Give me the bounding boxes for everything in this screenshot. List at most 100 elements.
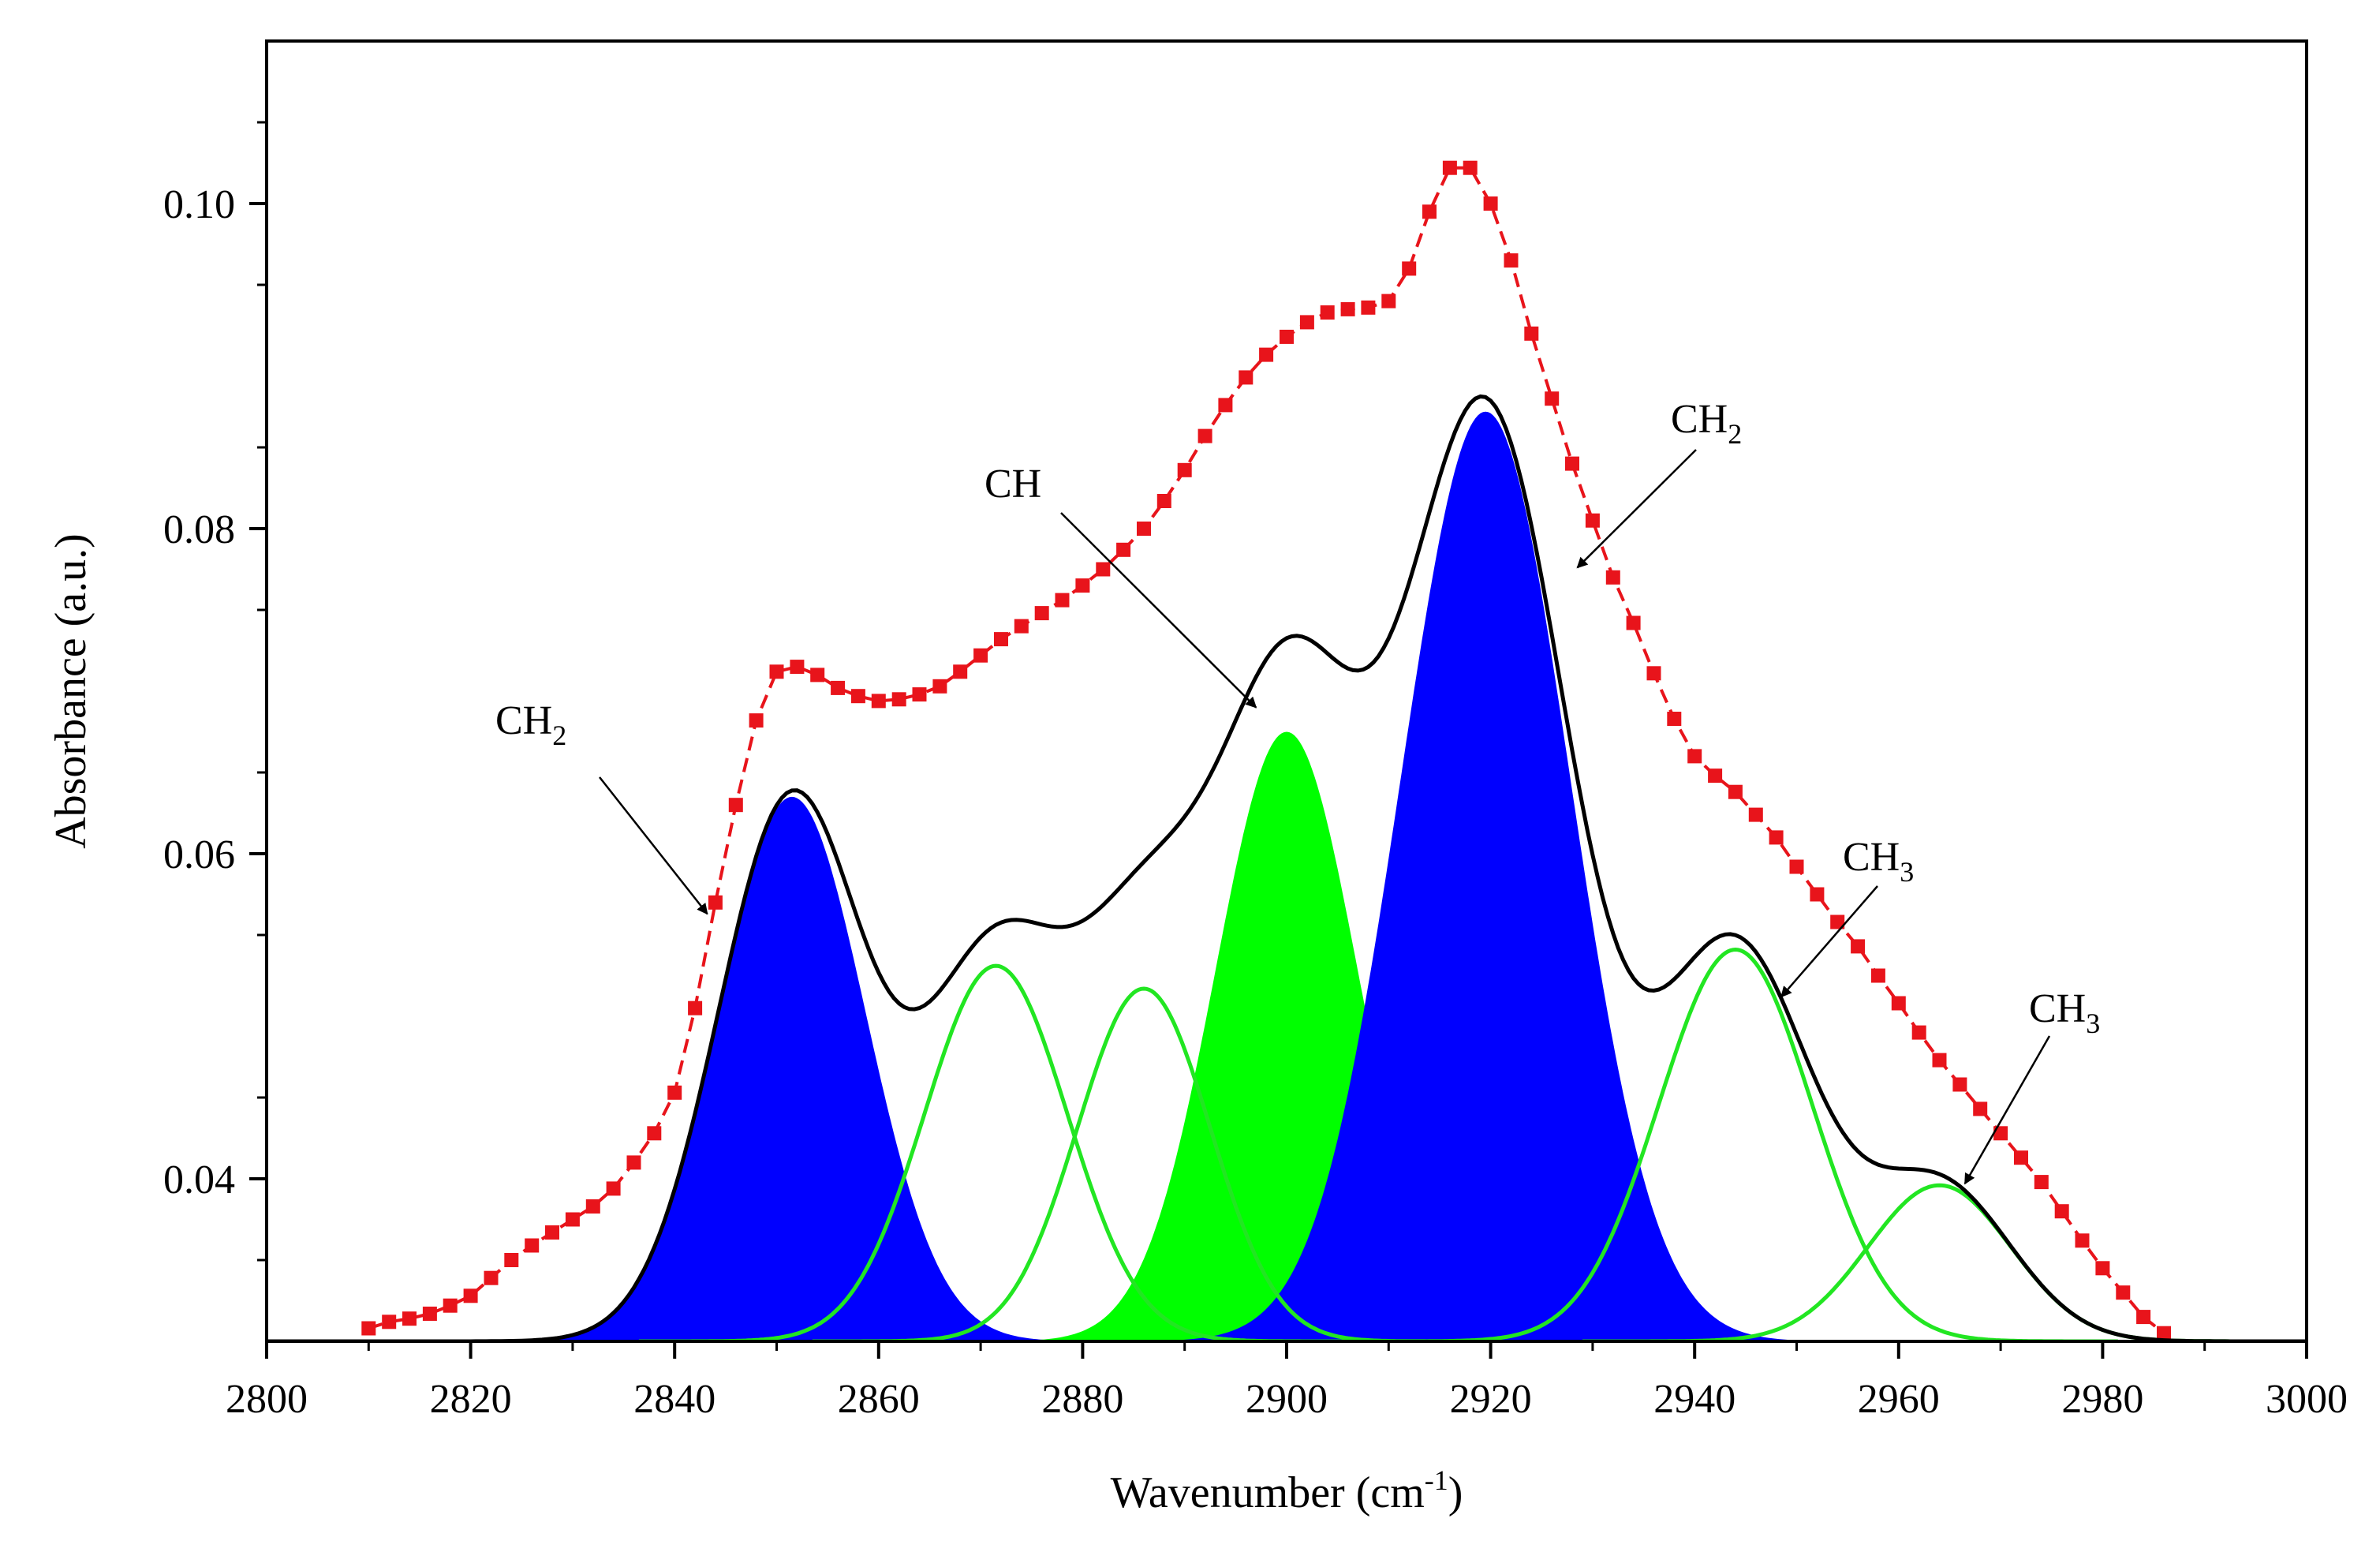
measured-point <box>1177 462 1192 477</box>
measured-point <box>769 664 784 679</box>
measured-point <box>2075 1233 2090 1248</box>
x-tick-label: 2820 <box>430 1377 512 1422</box>
y-tick-label: 0.08 <box>163 507 235 552</box>
measured-point <box>1442 160 1457 175</box>
measured-point <box>1218 398 1233 413</box>
measured-point <box>728 798 743 813</box>
measured-point <box>1137 522 1151 536</box>
measured-point <box>484 1270 499 1285</box>
measured-point <box>1280 329 1294 344</box>
component-peak-fill-4 <box>929 731 1644 1341</box>
measured-point <box>831 680 846 695</box>
measured-point <box>504 1253 519 1267</box>
measured-point <box>1361 300 1376 315</box>
measured-point <box>1197 428 1212 443</box>
measured-point <box>565 1212 580 1227</box>
measured-point <box>953 664 968 679</box>
measured-point <box>402 1311 417 1326</box>
y-tick-label: 0.04 <box>163 1157 235 1202</box>
measured-point <box>606 1181 621 1196</box>
measured-point <box>1340 301 1355 316</box>
x-axis-ticks: 2800 2820 2840 2860 2880 2900 2920 2940 2960 2980… <box>226 1341 2348 1422</box>
measured-point <box>1769 830 1784 845</box>
measured-point <box>1504 253 1519 268</box>
measured-point <box>973 648 988 663</box>
x-tick-label: 3000 <box>2266 1377 2348 1422</box>
measured-point <box>1034 606 1049 621</box>
measured-point <box>1014 619 1029 634</box>
measured-point <box>1810 887 1825 902</box>
measured-point <box>2095 1261 2110 1276</box>
measured-point <box>1483 196 1498 211</box>
measured-point <box>525 1238 540 1253</box>
measured-point <box>1239 370 1254 385</box>
annotation-arrow <box>1963 1035 2051 1185</box>
annotation-label: CH3 <box>1843 835 1914 888</box>
y-axis-ticks: 0.04 0.06 0.08 0.10 <box>163 121 267 1262</box>
measured-point <box>1320 305 1335 320</box>
measured-point <box>1748 807 1763 822</box>
measured-point <box>1870 968 1885 983</box>
measured-point <box>1585 513 1600 528</box>
measured-point <box>1299 315 1314 330</box>
measured-point <box>1156 494 1171 508</box>
x-tick-label: 2880 <box>1041 1377 1123 1422</box>
measured-point <box>1075 578 1090 593</box>
measured-point <box>1728 784 1743 799</box>
x-tick-label: 2800 <box>226 1377 308 1422</box>
measured-point <box>912 687 927 702</box>
measured-point <box>749 713 764 728</box>
x-tick-label: 2980 <box>2061 1377 2143 1422</box>
measured-point <box>626 1155 641 1170</box>
measured-point <box>585 1199 600 1214</box>
measured-point <box>647 1126 662 1141</box>
measured-point <box>891 692 906 707</box>
measured-point <box>1708 769 1723 784</box>
measured-point <box>1422 204 1437 219</box>
x-tick-label: 2840 <box>633 1377 715 1422</box>
measured-point <box>1096 562 1111 577</box>
measured-point <box>2116 1285 2131 1300</box>
measured-point <box>2157 1326 2171 1341</box>
measured-point <box>871 694 886 709</box>
annotation-label: CH2 <box>1671 397 1742 450</box>
measured-point <box>850 689 865 704</box>
measured-point <box>708 895 723 910</box>
y-axis-title: Absorbance (a.u.) <box>47 533 95 849</box>
measured-point <box>422 1307 437 1321</box>
measured-point <box>1687 749 1702 764</box>
y-tick-label: 0.06 <box>163 832 235 877</box>
measured-point <box>1667 712 1682 726</box>
measured-line <box>368 166 2165 1335</box>
measured-point <box>1055 593 1070 608</box>
measured-point <box>463 1288 478 1303</box>
measured-point <box>1993 1126 2008 1141</box>
measured-point <box>1116 542 1131 557</box>
annotation-arrow <box>1576 449 1697 569</box>
component-fills <box>424 411 1909 1341</box>
measured-point <box>545 1225 559 1240</box>
measured-point <box>1545 391 1560 406</box>
measured-point <box>1626 615 1641 630</box>
annotation-label: CH <box>985 462 1041 507</box>
measured-point <box>2014 1150 2028 1165</box>
measured-point <box>688 1000 703 1015</box>
measured-point <box>1605 570 1620 585</box>
measured-point <box>1830 914 1845 929</box>
measured-point <box>1932 1053 1947 1068</box>
measured-point <box>810 668 825 683</box>
x-tick-label: 2920 <box>1450 1377 1532 1422</box>
measured-point <box>2136 1310 2151 1325</box>
measured-point <box>2034 1175 2049 1190</box>
x-tick-label: 2940 <box>1653 1377 1735 1422</box>
measured-point <box>1973 1101 1988 1116</box>
measured-point <box>1402 261 1417 276</box>
measured-point <box>1891 996 1906 1011</box>
measured-point <box>994 632 1008 647</box>
measured-point <box>1381 294 1396 309</box>
measured-point <box>1851 939 1866 954</box>
measured-point <box>1524 326 1539 341</box>
measured-point <box>1911 1025 1926 1040</box>
fit-series <box>267 394 2307 1341</box>
